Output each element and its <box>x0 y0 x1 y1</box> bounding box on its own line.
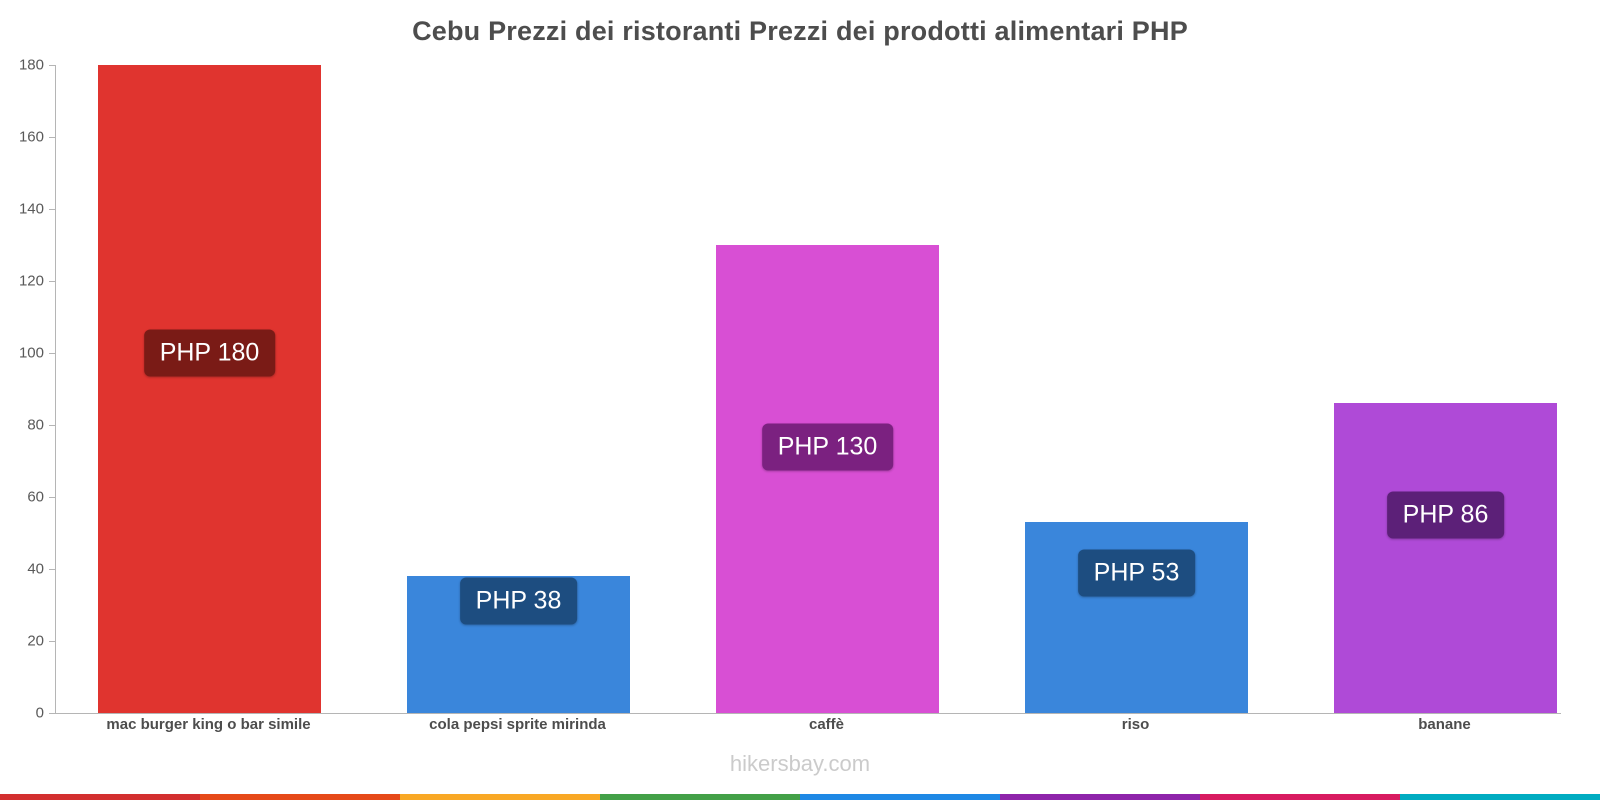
y-axis-tick-mark <box>49 65 55 66</box>
y-axis-tick-label: 140 <box>18 200 44 218</box>
y-axis-tick-label: 180 <box>18 56 44 74</box>
y-axis-tick-mark <box>49 137 55 138</box>
bar-value-label: PHP 180 <box>143 329 276 377</box>
footer-strip-segment <box>1200 794 1400 800</box>
y-axis-tick-label: 100 <box>18 344 44 362</box>
y-axis-tick-label: 120 <box>18 272 44 290</box>
bar-value-label: PHP 130 <box>761 423 894 471</box>
bar-value-label: PHP 53 <box>1077 549 1196 597</box>
y-axis-tick-mark <box>49 353 55 354</box>
plot-area: PHP 180 PHP 38 PHP 130 PHP 53 PHP 86 <box>55 65 1561 714</box>
y-axis-tick-mark <box>49 209 55 210</box>
x-axis-category-label: banane <box>1418 716 1471 733</box>
y-axis-tick-mark <box>49 569 55 570</box>
x-axis-category-label: caffè <box>808 716 845 733</box>
y-axis-tick-mark <box>49 425 55 426</box>
footer-strip <box>0 794 1600 800</box>
footer-strip-segment <box>800 794 1000 800</box>
bar <box>98 65 321 713</box>
y-axis-tick-label: 80 <box>27 416 44 434</box>
y-axis-tick-mark <box>49 713 55 714</box>
footer-strip-segment <box>0 794 200 800</box>
bar <box>716 245 939 713</box>
footer-strip-segment <box>1400 794 1600 800</box>
y-axis-tick-label: 160 <box>18 128 44 146</box>
footer-strip-segment <box>200 794 400 800</box>
y-axis-tick-label: 20 <box>27 632 44 650</box>
footer-strip-segment <box>1000 794 1200 800</box>
footer-strip-segment <box>400 794 600 800</box>
bar-value-label: PHP 86 <box>1386 491 1505 539</box>
chart-title: Cebu Prezzi dei ristoranti Prezzi dei pr… <box>412 16 1188 46</box>
bar <box>1334 403 1557 713</box>
footer-strip-segment <box>600 794 800 800</box>
x-axis-category-label: riso <box>1121 716 1150 733</box>
y-axis-tick-mark <box>49 641 55 642</box>
x-axis-category-label: cola pepsi sprite mirinda <box>429 716 606 733</box>
bar-value-label: PHP 38 <box>459 577 578 625</box>
x-axis-category-label: mac burger king o bar simile <box>106 716 311 733</box>
y-axis-tick-mark <box>49 497 55 498</box>
watermark: hikersbay.com <box>729 751 871 776</box>
y-axis-tick-label: 0 <box>35 704 44 722</box>
y-axis-tick-label: 60 <box>27 488 44 506</box>
y-axis-tick-mark <box>49 281 55 282</box>
y-axis-tick-label: 40 <box>27 560 44 578</box>
